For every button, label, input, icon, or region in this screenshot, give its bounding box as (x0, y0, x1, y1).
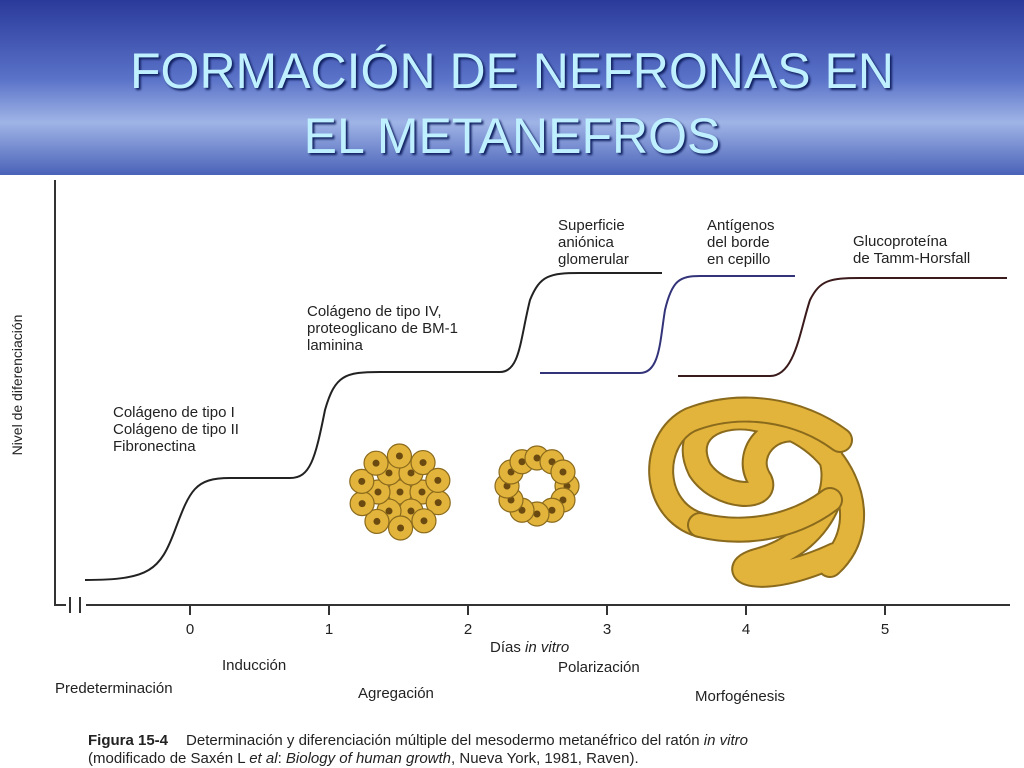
nucleus (420, 517, 428, 525)
curve-label: Colágeno de tipo II (113, 421, 239, 438)
curve-label: de Tamm-Horsfall (853, 250, 970, 267)
nucleus (548, 506, 556, 514)
nucleus (385, 469, 393, 477)
nucleus (559, 468, 567, 476)
curve-label: en cepillo (707, 251, 770, 268)
nucleus (396, 488, 404, 496)
caption-line: (modificado de Saxén L et al: Biology of… (88, 750, 639, 767)
nucleus (407, 469, 415, 477)
axis-break (69, 597, 81, 613)
nucleus (397, 524, 405, 532)
nucleus (434, 499, 442, 507)
nucleus (385, 507, 393, 515)
curve (84, 272, 662, 581)
curve-label: glomerular (558, 251, 629, 268)
nucleus (533, 510, 541, 518)
curve-label: Antígenos (707, 217, 775, 234)
nucleus (358, 500, 366, 508)
axes (54, 180, 1010, 606)
stage-label: Polarización (558, 659, 640, 676)
stage-label: Agregación (358, 685, 434, 702)
stage-label: Predeterminación (55, 680, 173, 697)
nucleus (518, 458, 526, 466)
title-line: EL METANEFROS (304, 108, 721, 164)
nucleus (372, 459, 380, 467)
x-tick-label: 5 (881, 621, 889, 638)
x-tick-label: 0 (186, 621, 194, 638)
tubule (648, 396, 866, 588)
curve-label: Colágeno de tipo I (113, 404, 235, 421)
x-tick-label: 2 (464, 621, 472, 638)
y-axis-label: Nivel de diferenciación (9, 315, 25, 456)
nucleus (407, 507, 415, 515)
x-tick-label: 1 (325, 621, 333, 638)
nucleus (358, 477, 366, 485)
curve-label: del borde (707, 234, 770, 251)
stage-label: Inducción (222, 657, 286, 674)
curve-label: laminina (307, 337, 364, 354)
curve-label: Colágeno de tipo IV, (307, 303, 442, 320)
curve-label: proteoglicano de BM-1 (307, 320, 458, 337)
nucleus (418, 488, 426, 496)
curve (678, 277, 1007, 377)
caption-line: Figura 15-4 Determinación y diferenciació… (88, 732, 748, 749)
stage-label: Morfogénesis (695, 688, 785, 705)
nucleus (533, 454, 541, 462)
x-tick-label: 3 (603, 621, 611, 638)
curve-label: Fibronectina (113, 438, 196, 455)
curve-label: Glucoproteína (853, 233, 948, 250)
title-line: FORMACIÓN DE NEFRONAS EN (130, 43, 894, 99)
curve (540, 275, 795, 374)
curve-label: Superficie (558, 217, 625, 234)
nucleus (419, 459, 427, 467)
x-tick-label: 4 (742, 621, 750, 638)
cell-illustrations (349, 443, 580, 541)
nucleus (373, 517, 381, 525)
curve-label: aniónica (558, 234, 615, 251)
nucleus (395, 452, 403, 460)
nucleus (434, 476, 442, 484)
nucleus (374, 488, 382, 496)
x-axis-label: Días in vitro (490, 639, 569, 656)
title-band (0, 0, 1024, 175)
